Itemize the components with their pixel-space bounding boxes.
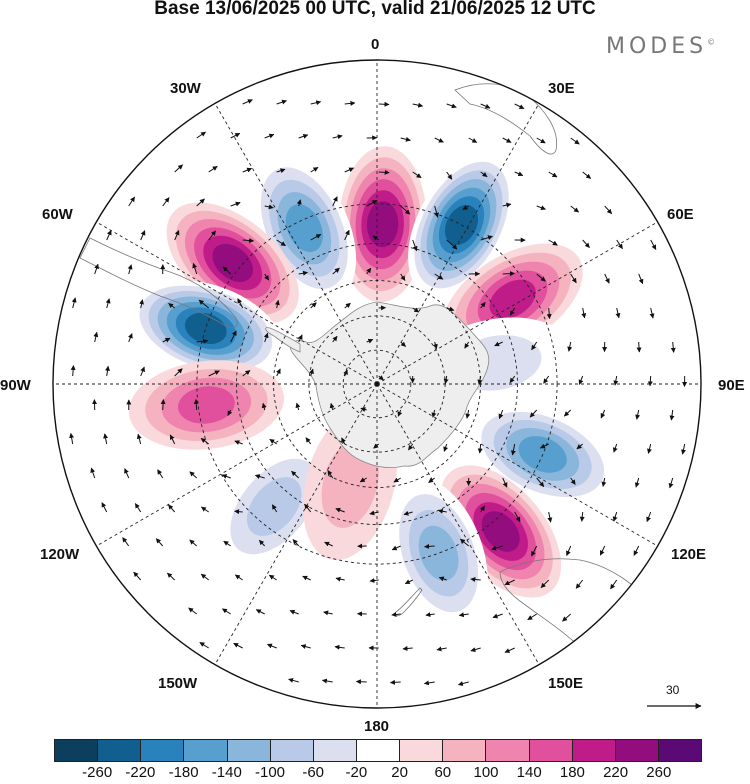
colorbar-bin-12 <box>573 740 616 761</box>
colorbar-tick-4: -100 <box>255 764 285 781</box>
colorbar-tick-3: -140 <box>212 764 242 781</box>
label-120w: 120W <box>40 546 79 563</box>
colorbar-tick-9: 100 <box>473 764 498 781</box>
label-60e: 60E <box>667 206 694 223</box>
colorbar-bin-4 <box>228 740 271 761</box>
colorbar-bin-1 <box>98 740 141 761</box>
wind-vector-78 <box>503 273 515 274</box>
colorbar-tick-1: -220 <box>125 764 155 781</box>
label-90w: 90W <box>0 377 31 394</box>
colorbar-bin-3 <box>184 740 227 761</box>
colorbar-ticks: -260 -220 -180 -140 -100 -60 -20 20 60 100 140 180 2… <box>0 764 750 784</box>
label-90e: 90E <box>718 377 745 394</box>
colorbar <box>54 739 702 762</box>
label-60w: 60W <box>42 206 73 223</box>
colorbar-bin-6 <box>314 740 357 761</box>
colorbar-bin-8 <box>400 740 443 761</box>
colorbar-bin-14 <box>659 740 701 761</box>
colorbar-bin-11 <box>530 740 573 761</box>
colorbar-tick-0: -260 <box>82 764 112 781</box>
polar-map <box>0 0 750 735</box>
colorbar-tick-13: 260 <box>646 764 671 781</box>
wind-vector-265 <box>356 682 366 683</box>
colorbar-bin-0 <box>55 740 98 761</box>
colorbar-bin-10 <box>486 740 529 761</box>
label-0: 0 <box>371 36 379 53</box>
wind-vector-140 <box>163 400 164 411</box>
wind-vector-27 <box>379 172 390 173</box>
colorbar-bin-5 <box>271 740 314 761</box>
colorbar-tick-12: 220 <box>603 764 628 781</box>
colorbar-tick-6: -20 <box>346 764 368 781</box>
colorbar-tick-10: 140 <box>517 764 542 781</box>
colorbar-bin-2 <box>141 740 184 761</box>
wind-vector-266 <box>390 682 400 683</box>
wind-vector-117 <box>639 342 640 352</box>
colorbar-tick-5: -60 <box>302 764 324 781</box>
colorbar-tick-11: 180 <box>560 764 585 781</box>
reference-vector-label: 30 <box>666 683 679 697</box>
label-30e: 30E <box>548 80 575 97</box>
colorbar-tick-7: 20 <box>391 764 408 781</box>
label-30w: 30W <box>170 80 201 97</box>
wind-vector-136 <box>650 376 651 386</box>
colorbar-tick-2: -180 <box>169 764 199 781</box>
label-150e: 150E <box>548 675 583 692</box>
colorbar-bin-13 <box>616 740 659 761</box>
label-120e: 120E <box>671 546 706 563</box>
colorbar-tick-8: 60 <box>434 764 451 781</box>
label-180: 180 <box>364 718 389 735</box>
south-pole-marker <box>375 382 380 387</box>
colorbar-bin-7 <box>357 740 400 761</box>
label-150w: 150W <box>158 675 197 692</box>
colorbar-bin-9 <box>443 740 486 761</box>
wind-vector-4 <box>379 104 389 105</box>
